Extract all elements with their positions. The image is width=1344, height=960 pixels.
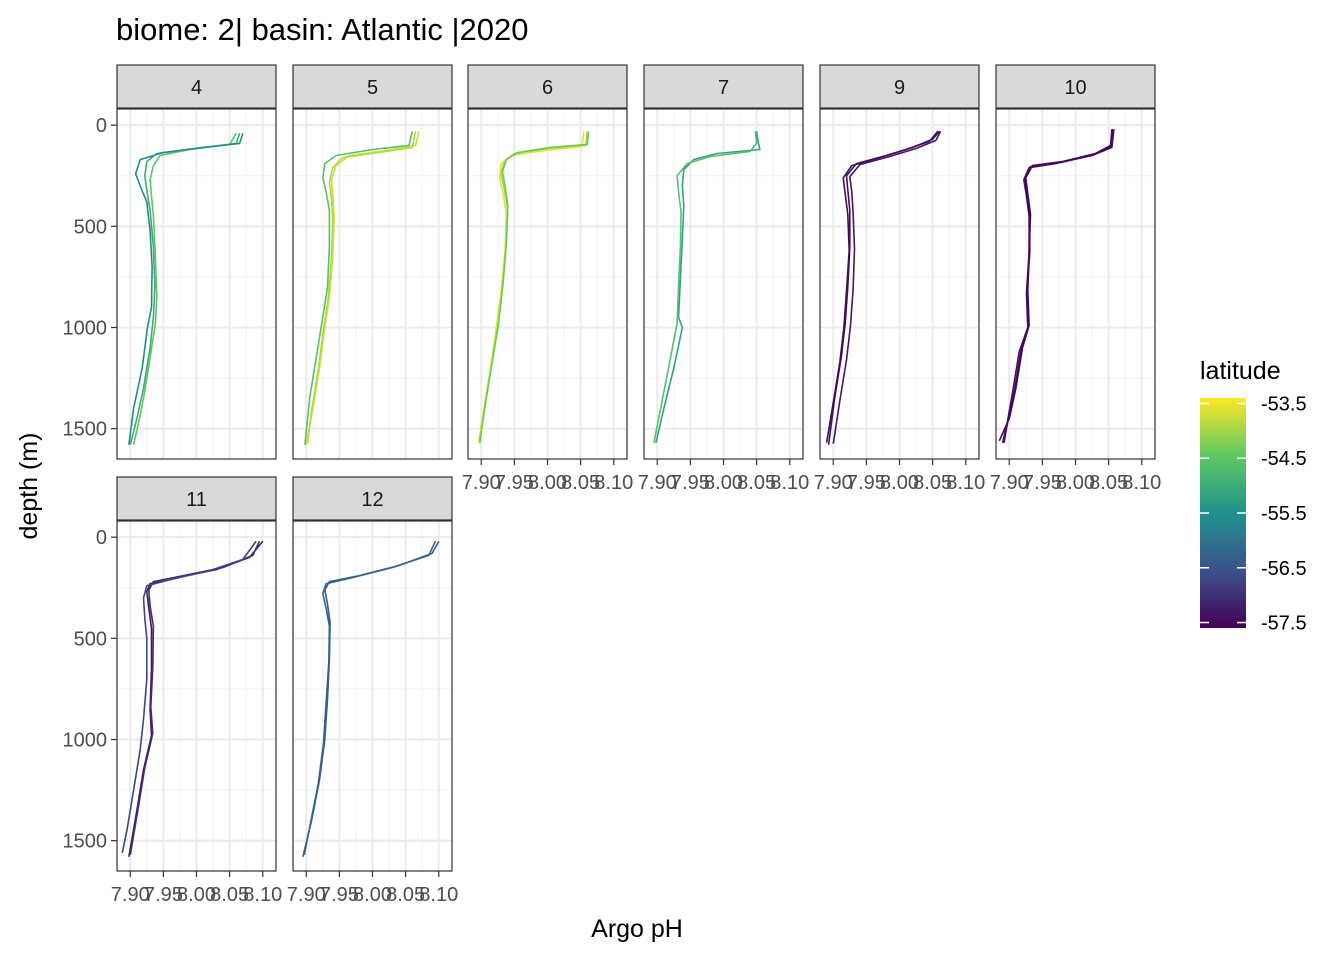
x-axis-title: Argo pH [591, 915, 683, 943]
x-tick-label: 7.90 [462, 472, 501, 494]
y-tick-label: 1000 [63, 729, 108, 751]
profile-line [304, 131, 414, 445]
legend-tick-label: -55.5 [1261, 503, 1307, 525]
legend-tick-label: -57.5 [1261, 613, 1307, 635]
facet-strip-label: 12 [361, 489, 383, 511]
x-tick-label: 8.10 [946, 472, 985, 494]
x-tick-label: 7.95 [847, 472, 886, 494]
x-tick-label: 7.95 [144, 884, 183, 906]
facet-strip [292, 476, 453, 521]
x-tick-label: 7.95 [320, 884, 359, 906]
facet-panel-10: 10 7.907.958.008.058.10 [990, 64, 1161, 494]
x-tick-label: 8.00 [704, 472, 743, 494]
profile-line [128, 133, 244, 445]
y-tick-label: 1500 [63, 831, 108, 853]
x-tick-label: 8.00 [528, 472, 567, 494]
x-tick-label: 8.10 [419, 884, 458, 906]
facet-panel-5: 5 [292, 64, 453, 460]
profile-line [306, 131, 417, 443]
x-tick-label: 7.90 [111, 884, 150, 906]
facet-strip-label: 10 [1064, 77, 1086, 99]
facet-panel-9: 9 7.907.958.008.058.10 [814, 64, 985, 494]
x-tick-label: 7.90 [814, 472, 853, 494]
panel-border [116, 108, 277, 460]
y-tick-label: 1000 [63, 317, 108, 339]
facet-panel-6: 6 7.907.958.008.058.10 [462, 64, 633, 494]
profile-line [132, 132, 237, 445]
y-tick-label: 500 [74, 216, 107, 238]
legend-tick-label: -54.5 [1261, 448, 1307, 470]
facet-strip-label: 7 [718, 77, 729, 99]
facet-strip-label: 5 [367, 77, 378, 99]
profile-line [825, 130, 939, 443]
profile-line [305, 131, 420, 445]
facet-strip [819, 64, 980, 109]
x-tick-label: 8.10 [594, 472, 633, 494]
x-tick-label: 8.10 [770, 472, 809, 494]
profile-line [121, 540, 257, 853]
x-tick-label: 8.05 [913, 472, 952, 494]
facet-strip-label: 9 [894, 77, 905, 99]
x-tick-label: 8.00 [880, 472, 919, 494]
x-tick-label: 7.90 [990, 472, 1029, 494]
facet-strip [292, 64, 453, 109]
panel-border [292, 108, 453, 460]
y-tick-label: 1500 [63, 419, 108, 441]
facet-strip [116, 64, 277, 109]
y-axis-title: depth (m) [15, 433, 43, 540]
facet-strip-label: 4 [191, 77, 202, 99]
profile-line [832, 130, 942, 444]
x-tick-label: 8.05 [561, 472, 600, 494]
chart-title: biome: 2| basin: Atlantic |2020 [116, 12, 528, 47]
x-tick-label: 7.95 [1023, 472, 1062, 494]
facet-strip [116, 476, 277, 521]
profile-line [479, 131, 590, 443]
facet-panel-4: 4 0 500 1000 1500 [63, 64, 277, 460]
color-legend: latitude -53.5 -54.5 -55.5 -56.5 -57.5 [1200, 357, 1307, 635]
legend-title: latitude [1200, 357, 1281, 385]
facet-strip [467, 64, 628, 109]
y-tick-label: 0 [96, 527, 107, 549]
x-tick-label: 8.00 [353, 884, 392, 906]
x-tick-label: 8.05 [1089, 472, 1128, 494]
x-tick-label: 7.95 [495, 472, 534, 494]
x-tick-label: 8.00 [177, 884, 216, 906]
profile-line [655, 131, 761, 443]
x-tick-label: 7.95 [671, 472, 710, 494]
legend-tick-label: -53.5 [1261, 393, 1307, 415]
profile-line [1003, 129, 1114, 443]
x-tick-label: 8.10 [243, 884, 282, 906]
profile-line [303, 540, 437, 855]
x-tick-label: 8.05 [737, 472, 776, 494]
facet-panel-7: 7 7.907.958.008.058.10 [638, 64, 809, 494]
x-tick-label: 7.90 [287, 884, 326, 906]
x-tick-label: 8.05 [210, 884, 249, 906]
x-tick-label: 7.90 [638, 472, 677, 494]
facet-panel-12: 12 7.907.958.008.058.10 [287, 476, 458, 906]
y-tick-label: 0 [96, 115, 107, 137]
y-tick-label: 500 [74, 628, 107, 650]
facet-strip-label: 11 [186, 489, 207, 511]
profile-line [653, 131, 758, 443]
legend-tick-label: -56.5 [1261, 558, 1307, 580]
facet-strip [995, 64, 1156, 109]
facet-strip [643, 64, 804, 109]
x-tick-label: 8.10 [1122, 472, 1161, 494]
facet-panel-11: 11 0 500 1000 1500 7.907.958.008.058.10 [63, 476, 282, 906]
facet-strip-label: 6 [542, 77, 553, 99]
x-tick-label: 8.00 [1056, 472, 1095, 494]
x-tick-label: 8.05 [386, 884, 425, 906]
